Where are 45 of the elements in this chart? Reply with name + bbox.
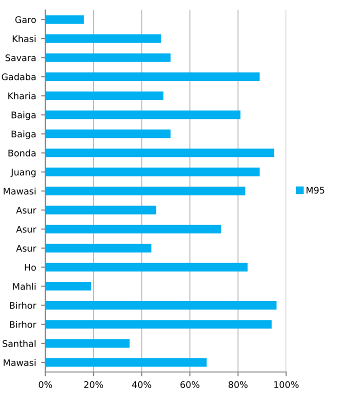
bar xyxy=(45,34,161,43)
y-tick-label: Mahli xyxy=(13,282,36,290)
y-tick-label: Savara xyxy=(6,54,36,62)
y-tick-label: Birhor xyxy=(10,302,36,309)
bar xyxy=(45,110,240,120)
bar xyxy=(45,130,171,138)
bar xyxy=(45,339,130,348)
bar xyxy=(45,320,272,329)
y-tick-label: Gadaba xyxy=(2,73,36,80)
y-tick-label: Kharia xyxy=(8,92,36,100)
bar xyxy=(45,91,164,100)
y-tick-label: Asur xyxy=(16,245,36,252)
y-tick-label: Santhal xyxy=(2,340,36,347)
y-tick-label: Asur xyxy=(16,206,36,214)
bar xyxy=(45,186,246,196)
y-tick-label: Baiga xyxy=(12,111,36,120)
y-tick-label: Mawasi xyxy=(4,188,36,195)
bar xyxy=(45,206,156,214)
x-tick-label: 100% xyxy=(274,381,299,388)
bar xyxy=(45,358,207,367)
bar xyxy=(45,282,92,291)
x-tick-label: 60% xyxy=(180,381,200,388)
x-tick-label: 40% xyxy=(132,381,152,388)
x-tick-label: 80% xyxy=(228,381,248,388)
y-tick-label: Birhor xyxy=(10,320,36,328)
bar xyxy=(45,244,152,252)
bar xyxy=(45,168,260,176)
bar xyxy=(45,148,274,158)
bar xyxy=(45,224,222,234)
bar xyxy=(45,72,260,81)
legend-label: M95 xyxy=(306,186,324,194)
bar xyxy=(45,53,171,62)
x-tick-label: 20% xyxy=(84,381,104,388)
y-tick-label: Juang xyxy=(10,168,36,178)
bar xyxy=(45,15,84,24)
bar xyxy=(45,301,277,310)
y-tick-label: Mawasi xyxy=(4,359,36,366)
y-tick-label: Bonda xyxy=(8,149,36,156)
x-tick-label: 0% xyxy=(38,381,52,388)
y-tick-label: Asur xyxy=(16,226,36,233)
y-tick-label: Garo xyxy=(15,16,36,24)
y-tick-label: Khasi xyxy=(12,35,36,42)
y-tick-label: Ho xyxy=(24,264,36,271)
y-tick-label: Baiga xyxy=(12,130,36,140)
bar xyxy=(45,262,248,272)
